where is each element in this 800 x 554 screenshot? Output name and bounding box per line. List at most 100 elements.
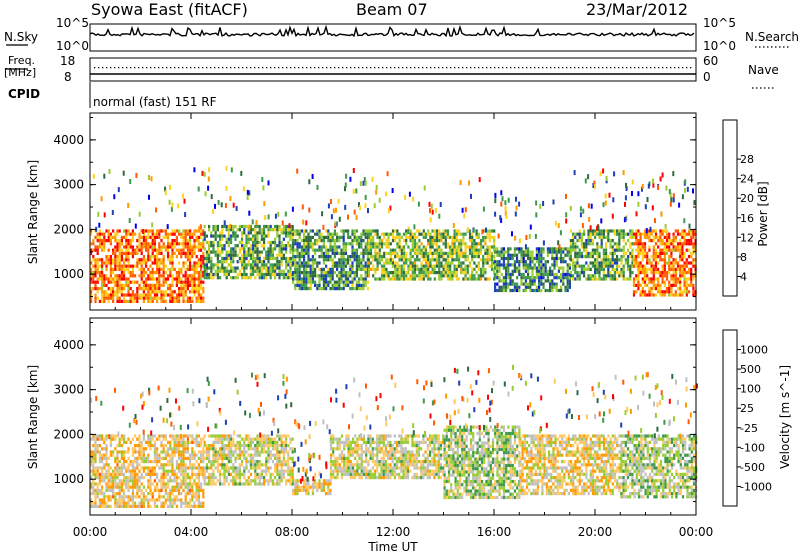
data-cell <box>101 293 104 297</box>
data-cell <box>232 231 235 235</box>
data-cell <box>376 267 379 271</box>
data-cell <box>364 267 367 271</box>
data-cell <box>94 283 97 287</box>
data-cell <box>572 277 575 281</box>
data-cell <box>175 450 178 454</box>
data-cell <box>455 229 458 233</box>
data-cell <box>389 242 392 246</box>
data-cell <box>566 263 569 267</box>
data-cell <box>349 242 352 246</box>
data-cell <box>486 245 489 249</box>
data-cell <box>197 504 200 508</box>
data-cell <box>180 450 183 454</box>
data-cell <box>193 229 196 233</box>
data-cell <box>383 264 386 268</box>
data-cell <box>681 267 684 271</box>
data-cell <box>125 299 128 303</box>
data-cell <box>686 186 689 192</box>
data-cell <box>524 285 527 289</box>
data-cell <box>131 472 134 476</box>
data-cell <box>103 466 106 470</box>
data-cell <box>612 197 615 203</box>
data-cell <box>107 280 110 284</box>
data-cell <box>252 244 255 248</box>
data-cell <box>549 250 552 254</box>
data-cell <box>116 476 119 480</box>
data-cell <box>353 287 356 291</box>
data-cell <box>296 271 299 275</box>
data-cell <box>260 272 263 277</box>
data-cell <box>524 244 527 250</box>
data-cell <box>574 248 577 252</box>
data-cell <box>101 290 104 294</box>
data-cell <box>650 264 653 268</box>
data-cell <box>118 251 121 255</box>
data-cell <box>229 196 232 202</box>
data-cell <box>274 272 277 277</box>
data-cell <box>431 271 434 275</box>
data-cell <box>109 239 112 243</box>
data-cell <box>522 253 525 257</box>
data-cell <box>197 293 200 297</box>
data-cell <box>145 495 148 499</box>
data-cell <box>173 501 176 505</box>
data-cell <box>118 492 121 496</box>
data-cell <box>173 453 176 457</box>
data-cell <box>591 239 594 243</box>
data-cell <box>151 222 154 228</box>
data-cell <box>364 180 367 186</box>
data-cell <box>314 271 317 275</box>
data-cell <box>369 255 373 259</box>
data-cell <box>162 267 165 271</box>
data-cell <box>531 272 534 277</box>
data-cell <box>637 280 640 284</box>
data-cell <box>147 456 150 460</box>
data-cell <box>564 253 567 257</box>
data-cell <box>90 450 93 454</box>
data-cell <box>127 287 130 291</box>
data-cell <box>184 440 187 444</box>
data-cell <box>164 456 167 460</box>
data-cell <box>362 258 365 262</box>
data-cell <box>151 492 154 496</box>
data-cell <box>661 277 664 281</box>
data-cell <box>405 242 408 246</box>
data-cell <box>484 239 487 243</box>
data-cell <box>171 232 174 236</box>
data-cell <box>316 239 319 243</box>
data-cell <box>646 274 649 278</box>
data-cell <box>94 293 97 297</box>
data-cell <box>618 264 621 268</box>
data-cell <box>191 495 194 499</box>
data-cell <box>197 492 200 496</box>
data-cell <box>340 274 343 278</box>
data-cell <box>629 271 632 275</box>
data-cell <box>347 255 350 259</box>
data-cell <box>535 276 538 280</box>
data-cell <box>587 174 590 180</box>
data-cell <box>641 248 644 252</box>
data-cell <box>475 255 478 259</box>
data-cell <box>654 232 658 236</box>
nave-point <box>466 67 468 69</box>
data-cell <box>460 248 463 252</box>
data-cell <box>652 277 655 281</box>
data-cell <box>127 261 130 265</box>
data-cell <box>562 256 565 261</box>
data-cell <box>692 283 695 287</box>
data-cell <box>101 456 104 460</box>
data-cell <box>145 296 148 300</box>
data-cell <box>298 274 301 278</box>
data-cell <box>153 504 156 508</box>
data-cell <box>542 250 545 254</box>
data-cell <box>216 247 219 251</box>
data-cell <box>670 251 673 255</box>
data-cell <box>212 276 215 280</box>
data-cell <box>367 274 370 278</box>
data-cell <box>127 488 130 492</box>
data-cell <box>591 274 594 278</box>
data-cell <box>524 253 527 257</box>
data-cell <box>221 231 224 235</box>
data-cell <box>173 485 176 489</box>
data-cell <box>624 258 627 262</box>
